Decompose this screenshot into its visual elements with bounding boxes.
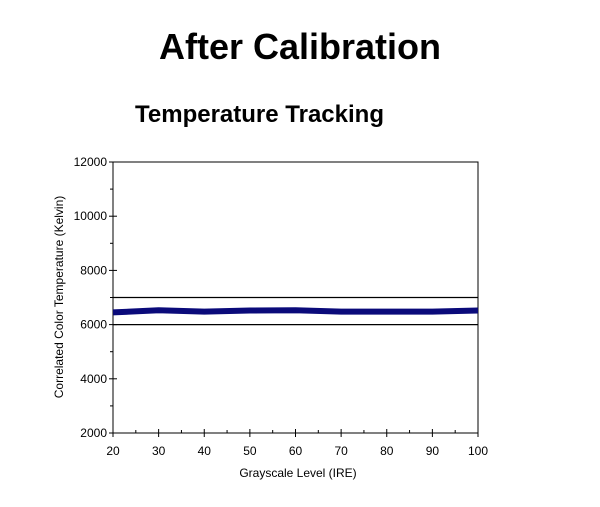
y-tick-label: 4000 bbox=[80, 372, 107, 386]
x-tick-label: 60 bbox=[289, 444, 303, 458]
series-line bbox=[112, 307, 479, 316]
x-tick-label: 40 bbox=[198, 444, 212, 458]
y-tick-label: 2000 bbox=[80, 426, 107, 440]
y-tick-label: 6000 bbox=[80, 318, 107, 332]
y-tick-label: 12000 bbox=[74, 155, 108, 169]
y-tick-label: 8000 bbox=[80, 263, 107, 277]
x-tick-label: 80 bbox=[380, 444, 394, 458]
x-axis-label: Grayscale Level (IRE) bbox=[239, 466, 357, 480]
page-title: After Calibration bbox=[158, 26, 442, 67]
chart-title: Temperature Tracking bbox=[135, 101, 384, 128]
x-tick-label: 50 bbox=[243, 444, 257, 458]
x-tick-label: 90 bbox=[426, 444, 440, 458]
x-tick-label: 30 bbox=[152, 444, 166, 458]
x-tick-label: 70 bbox=[334, 444, 348, 458]
x-tick-label: 100 bbox=[468, 444, 488, 458]
y-tick-label: 10000 bbox=[74, 209, 108, 223]
x-tick-label: 20 bbox=[106, 444, 120, 458]
